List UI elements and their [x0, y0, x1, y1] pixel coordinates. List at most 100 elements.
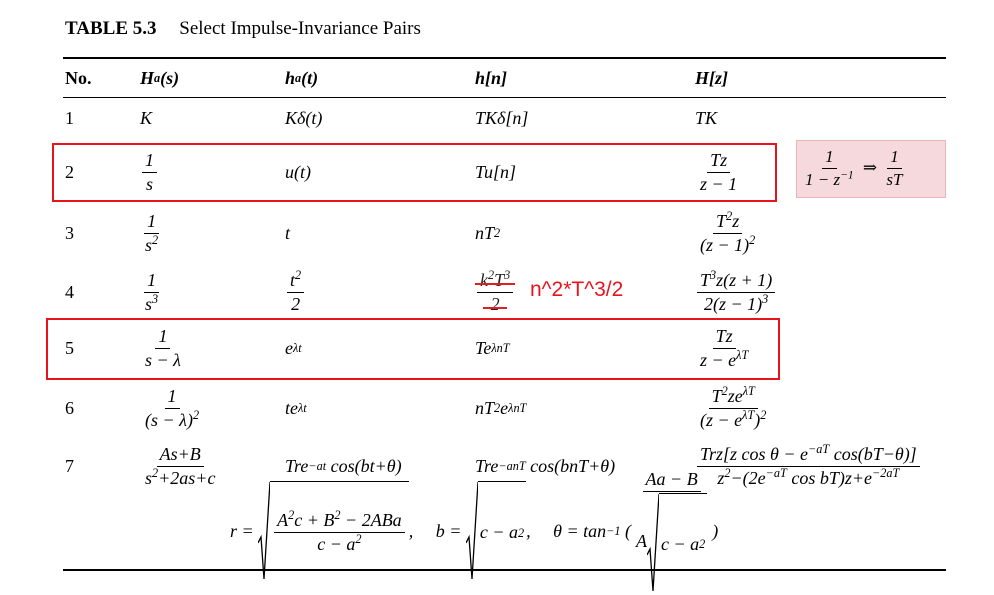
superscript: 2 — [295, 268, 301, 282]
numerator: 1 — [142, 150, 157, 173]
math-text: Kδ(t) — [285, 107, 323, 128]
math-text: − 2ABa — [340, 510, 402, 531]
math-text: −2aT — [872, 465, 900, 480]
denominator: 2(z − 1)3 — [701, 292, 771, 315]
denominator: c − a2 — [314, 533, 364, 555]
side-note-box — [796, 140, 946, 198]
numerator: k2T3 — [477, 267, 514, 293]
math-text: s — [145, 234, 153, 255]
fraction: T3z(z + 1) 2(z − 1)3 — [697, 268, 776, 315]
math-text: 7 — [65, 455, 74, 476]
math-text: c − a — [317, 534, 356, 554]
superscript: 3 — [710, 268, 716, 282]
superscript: 2 — [193, 408, 199, 422]
fraction: 1 sT — [883, 147, 905, 189]
row-number: 4 — [65, 263, 74, 321]
denominator: 2 — [488, 293, 503, 315]
table-cell: nT 2 — [475, 204, 500, 262]
fraction: 1 s3 — [142, 270, 161, 314]
superscript: 2 — [288, 508, 294, 522]
math-text: s — [145, 467, 153, 488]
math-text: a — [295, 71, 302, 85]
superscript: 3 — [762, 292, 768, 306]
numerator: T2zeλT — [708, 385, 758, 409]
row-number: 5 — [65, 319, 74, 377]
math-text: 1 — [167, 385, 177, 406]
math-text: t — [290, 269, 296, 290]
math-text: Trz[z cos θ − e — [700, 443, 809, 464]
math-text: , θ = tan — [526, 520, 607, 541]
superscript: 2 — [724, 466, 730, 480]
table-cell: 1 s − λ — [140, 319, 186, 377]
denominator: (z − 1)2 — [697, 233, 758, 256]
math-text: λT — [736, 347, 749, 362]
numerator: Tz — [707, 150, 731, 173]
math-text: Tu[n] — [475, 161, 517, 182]
table-cell: As+B s2+2as+c — [140, 437, 220, 495]
math-text: +2as+c — [158, 467, 216, 488]
superscript: 2 — [334, 508, 340, 522]
math-text: No. — [65, 67, 92, 88]
math-text: A — [635, 530, 647, 551]
numerator: A2c + B2 − 2ABa — [274, 508, 405, 533]
numerator: 1 — [144, 211, 160, 234]
fraction: 1 s − λ — [142, 326, 184, 370]
math-text: 2 — [490, 293, 500, 314]
math-text: H[z] — [695, 67, 728, 88]
math-text: −1 — [840, 167, 854, 181]
math-text: 1 — [158, 325, 168, 346]
math-text: T — [700, 269, 711, 290]
denominator: (z − eλT)2 — [697, 408, 769, 431]
radical-sign — [258, 481, 270, 581]
math-text: 4 — [65, 281, 74, 302]
math-text: c + B — [294, 510, 335, 531]
superscript: 2 — [152, 233, 158, 247]
row-number: 6 — [65, 379, 74, 437]
fraction: 1 (s − λ)2 — [142, 386, 202, 430]
table-cell: te λt — [285, 379, 307, 437]
numerator: T2z — [713, 210, 743, 234]
math-text: 2 — [494, 401, 501, 415]
superscript: 2 — [355, 532, 361, 546]
superscript: 2 — [488, 268, 494, 282]
fraction: T2zeλT (z − eλT)2 — [697, 385, 769, 431]
math-text: 2(z − 1) — [704, 293, 763, 314]
table-cell: nT 2 e λnT — [475, 379, 526, 437]
math-text: −1 — [606, 524, 621, 538]
math-text: λt — [298, 401, 307, 415]
math-text: ze — [727, 385, 743, 406]
numerator: 1 — [144, 270, 160, 293]
header-rule — [63, 97, 946, 98]
math-text: 3 — [710, 267, 717, 282]
numerator: T3z(z + 1) — [697, 268, 776, 293]
math-text: z(z + 1) — [716, 269, 773, 290]
math-text: ( — [620, 520, 631, 541]
superscript: 2 — [749, 233, 755, 247]
table-cell: Tu[n] — [475, 143, 516, 201]
math-text: z — [717, 467, 725, 488]
fraction: 1 1 − z−1 — [802, 147, 857, 189]
radicand: A2c + B2 − 2ABa c − a2 — [270, 481, 409, 581]
numerator: Aa − B — [642, 469, 701, 492]
math-text: c − a — [479, 522, 518, 542]
math-text: t — [285, 222, 291, 243]
table-cell: u(t) — [285, 143, 311, 201]
numerator: 1 — [164, 385, 180, 409]
numerator: 1 — [155, 325, 171, 349]
caption-title: Select Impulse-Invariance Pairs — [179, 18, 421, 39]
math-text: cos bT)z+e — [786, 467, 872, 488]
math-text: −(2e — [730, 467, 766, 488]
math-text: 2 — [724, 465, 731, 480]
math-text: H — [140, 67, 155, 88]
superscript: −2aT — [872, 466, 899, 480]
math-text: 3 — [504, 267, 511, 282]
fraction: Trz[z cos θ − e−aT cos(bT−θ)] z2−(2e−aT c… — [697, 443, 920, 488]
correction-note: n^2*T^3/2 — [530, 278, 624, 301]
